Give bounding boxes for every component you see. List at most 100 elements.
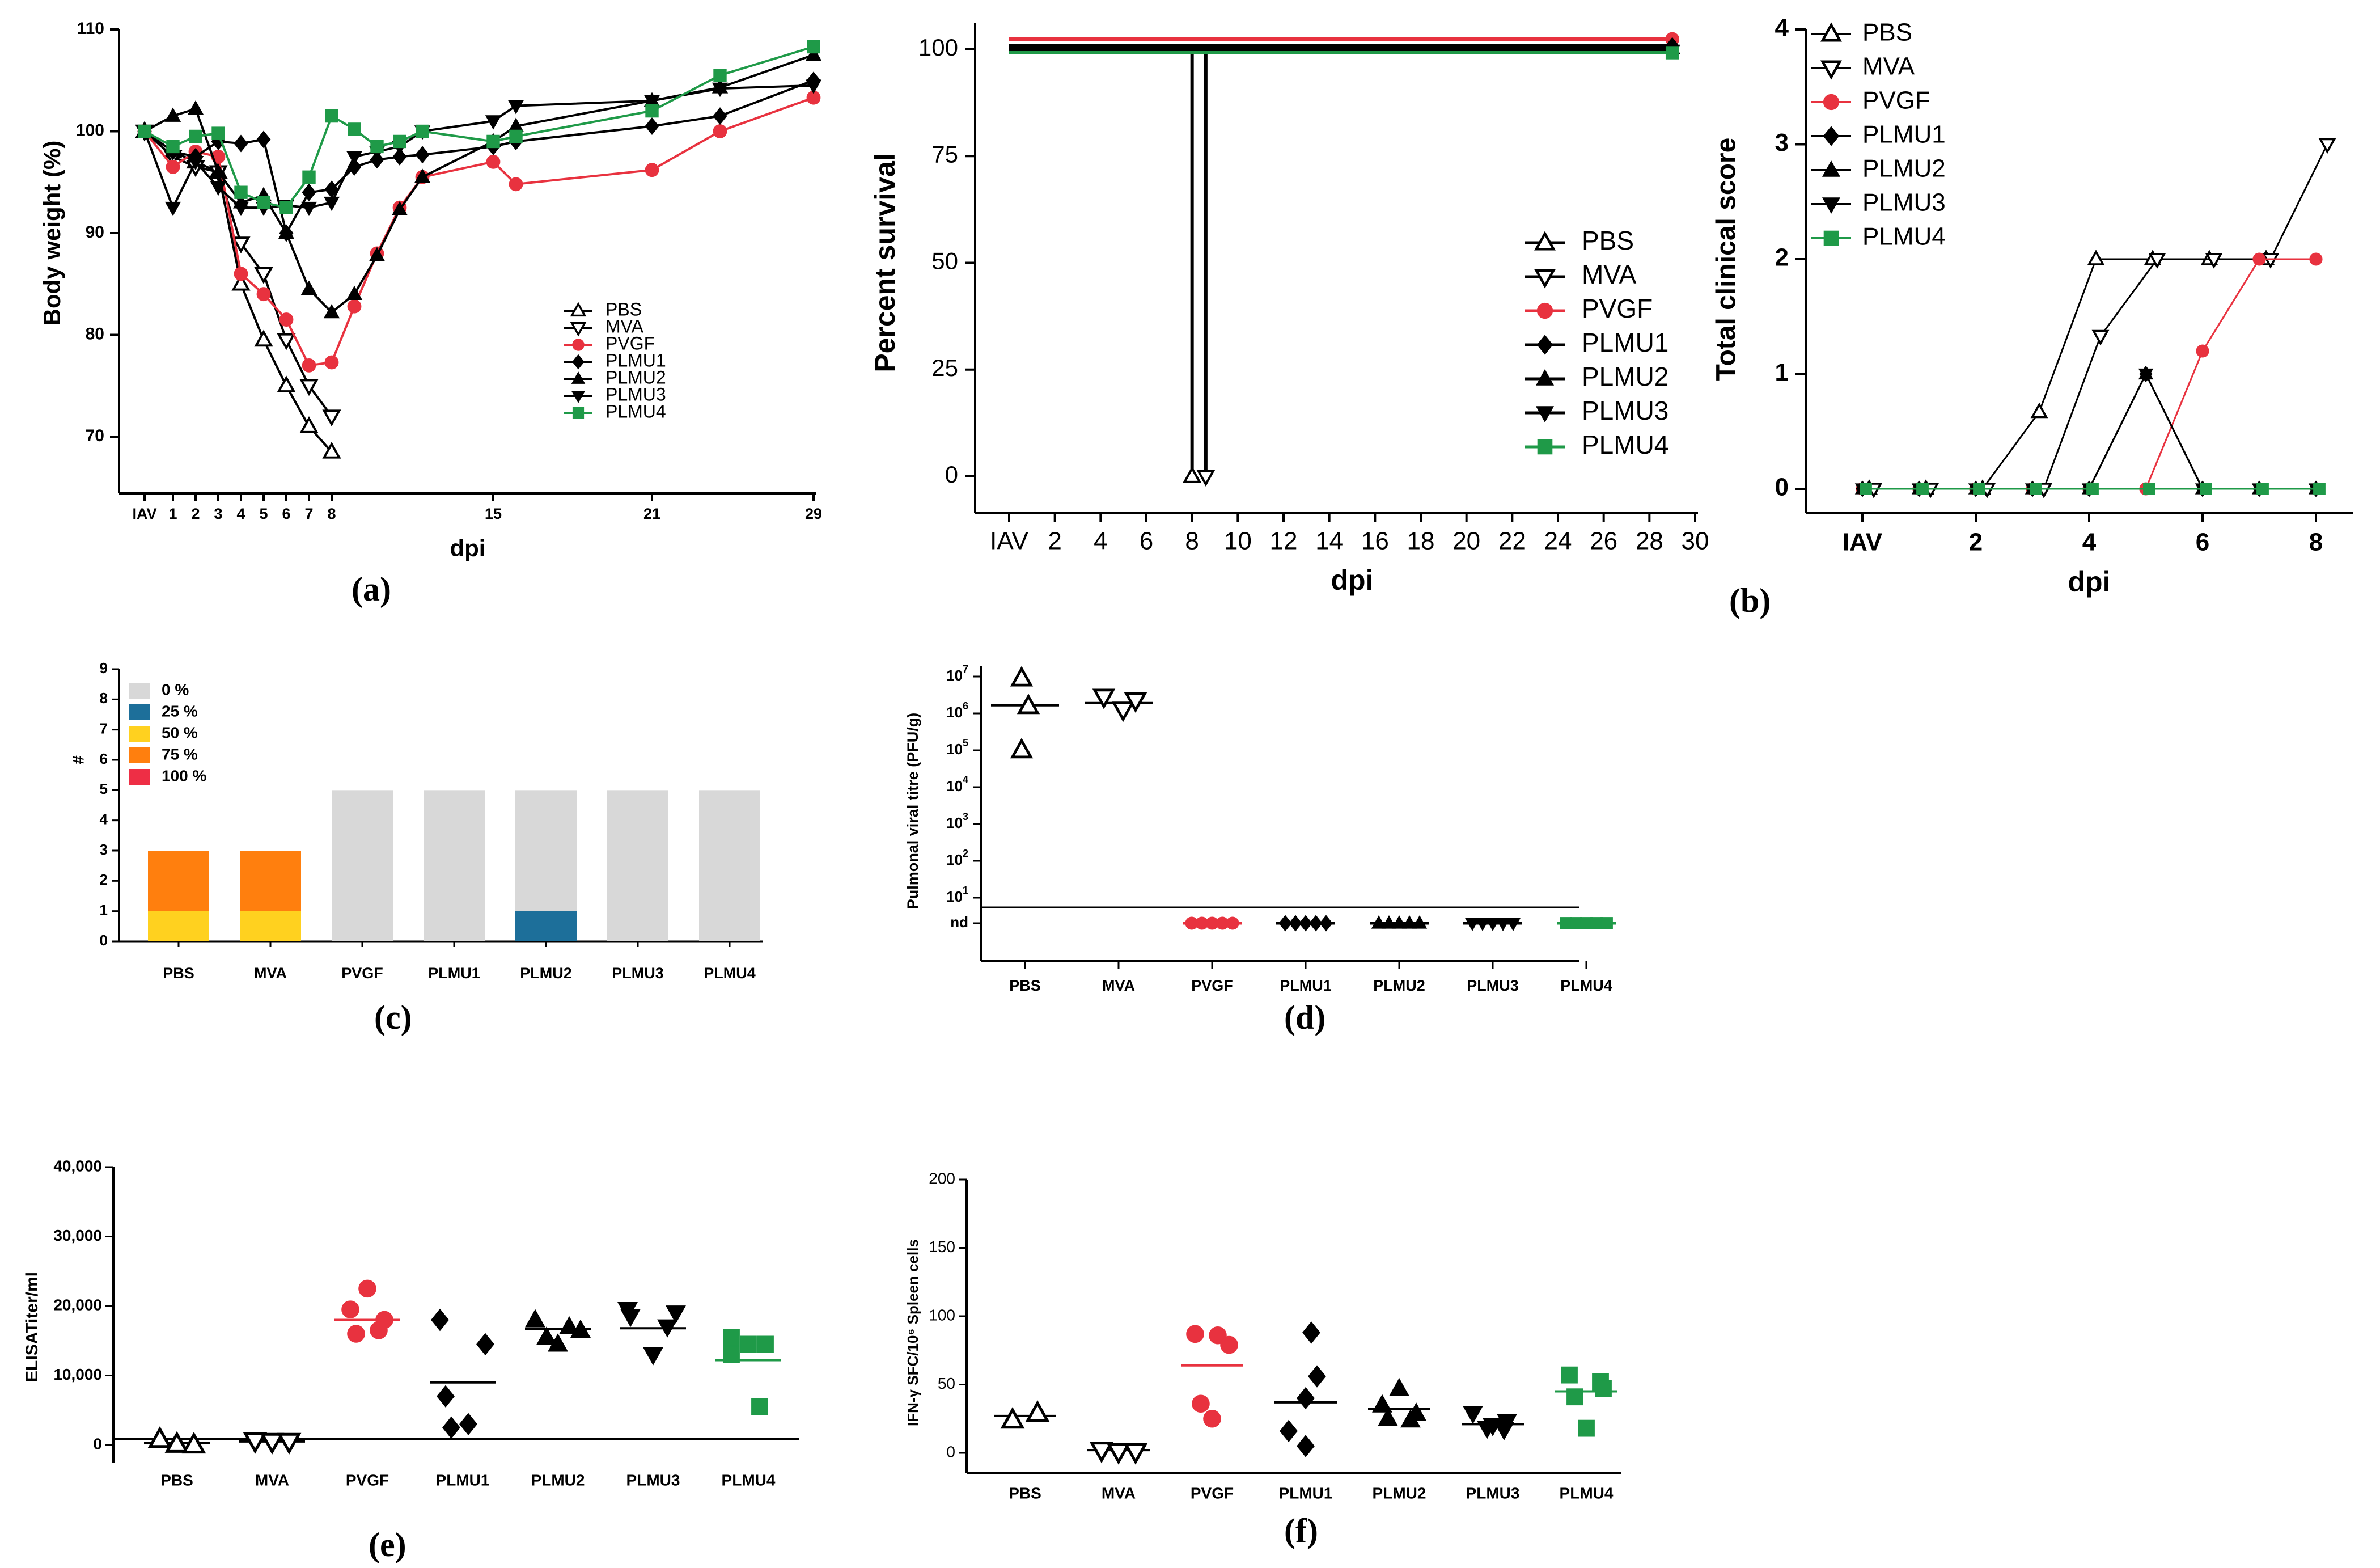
d-data-point: [1289, 915, 1302, 932]
e-data-point: [243, 1432, 268, 1454]
a-data-point: [231, 273, 251, 291]
a-data-point: [507, 100, 524, 115]
b2-data-point: [2030, 483, 2042, 495]
e-y-tick-label: 10,000: [53, 1366, 102, 1383]
b2-data-point: [2143, 483, 2155, 495]
a-data-point: [346, 285, 363, 300]
e-data-point: [751, 1398, 768, 1415]
b2-x-tick-label: IAV: [1843, 529, 1883, 556]
f-data-point: [1302, 1321, 1320, 1344]
b1-x-tick-label: 20: [1452, 527, 1480, 555]
b1-x-tick-label: 14: [1315, 527, 1343, 555]
c-bar-segment: [332, 790, 393, 941]
a-data-point: [254, 267, 273, 284]
a-data-point: [325, 109, 338, 123]
a-data-point: [415, 146, 430, 164]
e-x-tick-label: PBS: [160, 1471, 193, 1489]
b1-y-tick-label: 75: [931, 141, 958, 167]
c-legend-swatch: [129, 747, 150, 763]
panel-label-f: (f): [1284, 1512, 1318, 1549]
d-x-tick-label: MVA: [1102, 977, 1135, 994]
a-data-point: [164, 107, 181, 122]
a-data-point: [414, 168, 431, 183]
a-data-point: [486, 154, 501, 169]
d-y-tick-exponent: 1: [963, 885, 968, 896]
a-data-point: [189, 129, 202, 143]
f-data-point: [1297, 1435, 1315, 1457]
c-y-tick-label: 8: [100, 690, 108, 707]
e-data-point: [536, 1326, 557, 1345]
a-legend-label: PLMU2: [605, 367, 666, 387]
a-data-point: [486, 134, 500, 149]
b2-series-line: [1862, 258, 2316, 490]
d-data-point: [1505, 918, 1521, 932]
e-data-point: [459, 1413, 477, 1435]
f-data-point: [1477, 1421, 1497, 1439]
a-y-tick-label: 70: [86, 426, 104, 445]
c-y-tick-label: 5: [100, 780, 108, 797]
a-data-point: [645, 163, 659, 177]
b2-legend-marker: [1820, 22, 1843, 42]
panel-label-c: (c): [374, 999, 412, 1036]
a-x-tick-label: 1: [168, 505, 177, 522]
a-data-point: [712, 82, 729, 98]
b1-x-tick-label: 24: [1544, 527, 1572, 555]
b2-y-tick-label: 3: [1775, 129, 1789, 157]
d-y-tick-exponent: 6: [963, 700, 968, 712]
d-data-point: [1412, 915, 1428, 929]
b2-data-point: [2252, 252, 2266, 266]
e-data-point: [431, 1308, 449, 1332]
d-data-point: [1309, 915, 1323, 932]
panel-label-e: (e): [369, 1526, 406, 1563]
b2-data-point: [2313, 483, 2326, 495]
b1-x-tick-label: 4: [1094, 527, 1107, 555]
b1-legend-marker: [1536, 302, 1553, 319]
e-data-point: [442, 1416, 460, 1439]
b1-legend-label: PBS: [1582, 226, 1634, 255]
f-data-point: [1025, 1400, 1050, 1422]
e-y-tick-label: 0: [93, 1435, 102, 1452]
a-data-point: [370, 140, 384, 154]
c-legend-label: 50 %: [162, 724, 198, 741]
b2-y-tick-label: 2: [1775, 244, 1789, 272]
d-data-point: [1600, 917, 1613, 929]
a-data-point: [302, 183, 316, 201]
e-data-point: [147, 1426, 172, 1448]
c-y-tick-label: 3: [100, 841, 108, 858]
a-data-point: [256, 130, 271, 149]
a-data-point: [485, 115, 502, 130]
a-data-point: [234, 267, 248, 281]
c-legend-label: 75 %: [162, 745, 198, 763]
b2-legend-marker: [1822, 197, 1841, 214]
b2-data-point: [1860, 483, 1872, 495]
e-data-point: [657, 1319, 677, 1338]
a-data-point: [393, 134, 406, 149]
e-x-tick-label: MVA: [255, 1471, 289, 1489]
b1-x-tick-label: 8: [1185, 527, 1199, 555]
a-series-line: [143, 96, 814, 367]
c-bar-segment: [699, 790, 760, 941]
b1-x-tick-label: 10: [1224, 527, 1252, 555]
d-y-tick-label: nd: [950, 914, 968, 931]
d-data-point: [1485, 918, 1501, 932]
b2-legend-label: PLMU3: [1862, 189, 1946, 217]
d-data-point: [1226, 916, 1239, 930]
b2-y-tick-label: 1: [1775, 358, 1789, 386]
d-x-tick-label: PLMU1: [1280, 977, 1332, 994]
a-y-tick-label: 100: [76, 121, 104, 140]
a-data-point: [323, 196, 340, 212]
c-x-tick-label: PLMU4: [704, 965, 756, 982]
a-data-point: [416, 124, 429, 138]
d-data-point: [1010, 738, 1034, 759]
b2-legend-label: PLMU2: [1862, 155, 1946, 183]
e-data-point: [164, 1431, 189, 1453]
panel-label-d: (d): [1284, 999, 1326, 1036]
c-y-tick-label: 7: [100, 720, 108, 737]
b2-y-axis-title: Total clinical score: [1712, 138, 1742, 381]
b2-legend-marker: [1822, 160, 1841, 177]
d-data-point: [1401, 915, 1417, 929]
f-data-point: [1280, 1419, 1298, 1443]
c-x-tick-label: PLMU3: [612, 965, 664, 982]
e-y-tick-label: 30,000: [53, 1227, 102, 1244]
